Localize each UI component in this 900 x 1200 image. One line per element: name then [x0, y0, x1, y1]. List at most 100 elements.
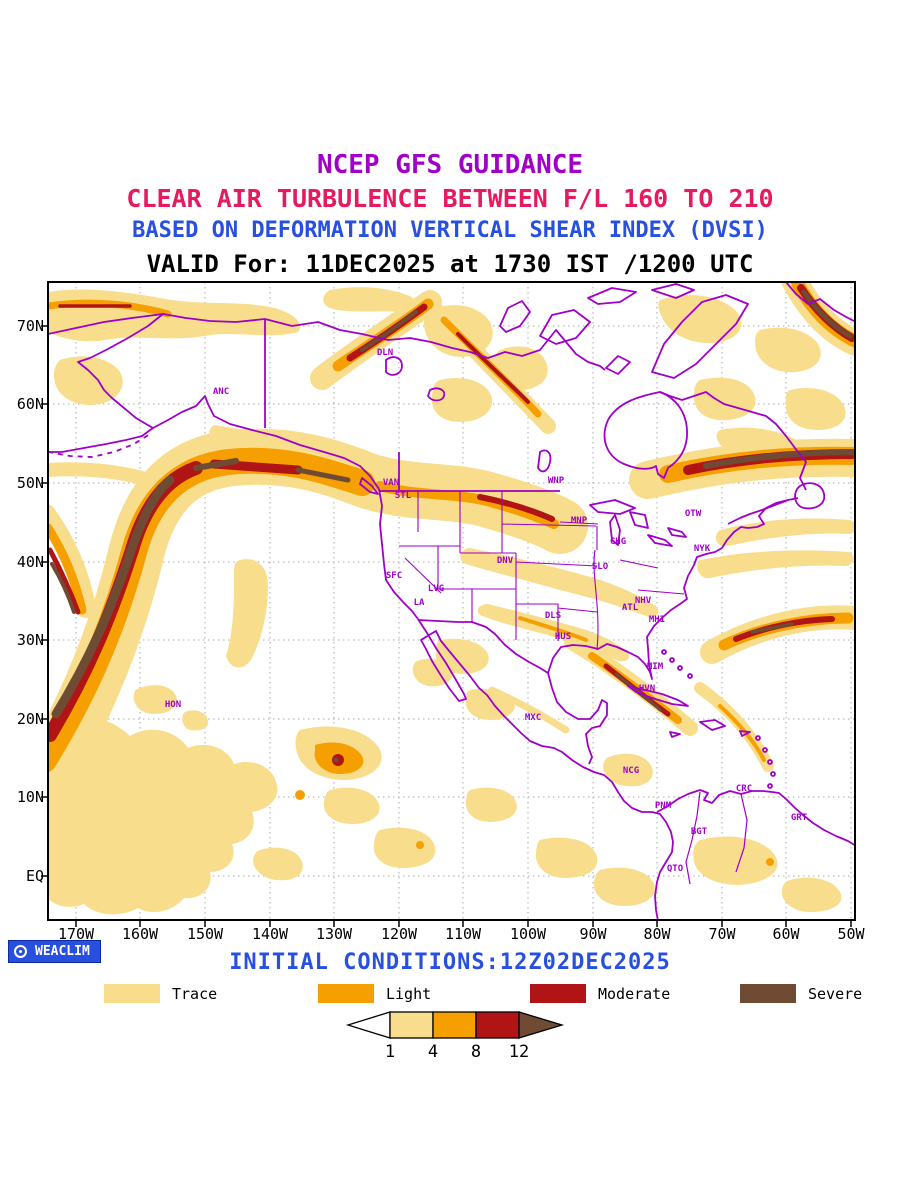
coast-labrador — [659, 391, 807, 491]
station-label-dls: DLS — [544, 611, 562, 621]
coast-south-america — [656, 789, 855, 847]
borders-south-america — [685, 791, 748, 885]
coast-yucatan — [547, 672, 608, 765]
lat-label-10n: 10N — [16, 788, 44, 806]
legend-label-light: Light — [386, 984, 432, 1003]
scale-left-arrow — [345, 1011, 391, 1039]
station-label-pnm: PNM — [654, 801, 672, 811]
station-label-mim: MIM — [646, 662, 664, 672]
lon-label-70w: 70W — [708, 925, 736, 943]
scale-tick-8: 8 — [470, 1042, 482, 1062]
title-model: NCEP GFS GUIDANCE — [316, 150, 584, 180]
lat-label-20n: 20N — [16, 710, 44, 728]
station-label-la: LA — [413, 598, 425, 608]
lon-label-130w: 130W — [315, 925, 353, 943]
weaclim-logo-text: WEACLIM — [35, 944, 90, 959]
island-dots — [661, 649, 776, 789]
weaclim-logo: WEACLIM — [8, 940, 101, 963]
coast-arctic — [48, 313, 606, 371]
lat-label-30n: 30N — [16, 631, 44, 649]
station-label-mxc: MXC — [524, 713, 542, 723]
lat-label-50n: 50N — [16, 474, 44, 492]
station-label-van: VAN — [382, 478, 400, 488]
lon-label-100w: 100W — [509, 925, 547, 943]
lat-label-40n: 40N — [16, 553, 44, 571]
title-product: CLEAR AIR TURBULENCE BETWEEN F/L 160 TO … — [126, 184, 774, 213]
station-label-sfc: SFC — [385, 571, 403, 581]
scale-seg-light — [432, 1011, 477, 1039]
legend-item-light: Light — [318, 984, 431, 1003]
initial-conditions-text: INITIAL CONDITIONS:12Z02DEC2025 — [229, 950, 671, 975]
lat-label-70n: 70N — [16, 317, 44, 335]
station-label-anc: ANC — [212, 387, 230, 397]
island-vancouver — [359, 477, 379, 495]
legend-item-trace: Trace — [104, 984, 217, 1003]
lakes-canada — [385, 356, 552, 473]
station-label-lvg: LVG — [427, 584, 445, 594]
axis-ticks — [41, 325, 852, 927]
station-label-nyk: NYK — [693, 544, 711, 554]
station-label-chg: CHG — [609, 537, 627, 547]
arctic-islands — [499, 283, 749, 379]
border-us-mexico — [417, 619, 549, 674]
scale-right-arrow — [518, 1011, 565, 1039]
scale-tick-1: 1 — [384, 1042, 396, 1062]
lon-label-110w: 110W — [444, 925, 482, 943]
scale-seg-trace — [389, 1011, 434, 1039]
state-borders — [399, 491, 685, 651]
legend-swatch-trace — [104, 984, 160, 1003]
lon-label-170w: 170W — [57, 925, 95, 943]
station-label-hvn: HVN — [638, 684, 656, 694]
turbulence-severe-fills — [333, 757, 339, 763]
title-method: BASED ON DEFORMATION VERTICAL SHEAR INDE… — [132, 218, 768, 243]
coast-alaska-west — [48, 313, 164, 453]
legend-item-severe: Severe — [740, 984, 862, 1003]
legend-swatch-moderate — [530, 984, 586, 1003]
legend-label-moderate: Moderate — [598, 984, 671, 1003]
legend-label-trace: Trace — [172, 984, 218, 1003]
coast-stlawrence — [727, 499, 789, 525]
scale-seg-moderate — [475, 1011, 520, 1039]
station-label-nhv: NHV — [634, 596, 652, 606]
lat-label-60n: 60N — [16, 395, 44, 413]
lon-label-120w: 120W — [380, 925, 418, 943]
station-label-mhi: MHI — [648, 615, 666, 625]
lon-label-60w: 60W — [772, 925, 800, 943]
station-label-qto: QTO — [666, 864, 684, 874]
station-label-mnp: MNP — [570, 516, 588, 526]
title-valid-time: VALID For: 11DEC2025 at 1730 IST /1200 U… — [146, 250, 754, 278]
lon-label-50w: 50W — [837, 925, 865, 943]
great-lakes — [589, 499, 687, 547]
station-label-hon: HON — [164, 700, 182, 710]
station-label-bgt: BGT — [690, 827, 708, 837]
lon-label-140w: 140W — [251, 925, 289, 943]
map-frame — [47, 281, 856, 921]
island-newfoundland — [794, 482, 826, 510]
station-label-slo: SLO — [591, 562, 609, 572]
lat-label-eq: EQ — [25, 867, 44, 885]
legend-label-severe: Severe — [808, 984, 863, 1003]
aleutian-islands — [48, 433, 151, 458]
coast-greenland — [785, 282, 855, 323]
legend-item-moderate: Moderate — [530, 984, 670, 1003]
legend-swatch-severe — [740, 984, 796, 1003]
station-label-ncg: NCG — [622, 766, 640, 776]
turbulence-trace-fills — [48, 287, 855, 915]
station-label-crc: CRC — [735, 784, 753, 794]
coast-west — [378, 488, 419, 620]
weaclim-logo-icon — [14, 945, 27, 958]
coastlines — [48, 282, 855, 920]
lon-label-90w: 90W — [579, 925, 607, 943]
station-label-otw: OTW — [684, 509, 702, 519]
coast-hudson-bay — [603, 391, 688, 479]
coast-gulf-alaska — [152, 395, 380, 490]
scale-tick-4: 4 — [427, 1042, 439, 1062]
station-label-wnp: WNP — [547, 476, 565, 486]
station-label-hus: HUS — [554, 632, 572, 642]
station-label-stl: STL — [394, 491, 412, 501]
coast-gulf-east — [547, 497, 799, 680]
scale-tick-12: 12 — [508, 1042, 530, 1062]
caribbean-islands — [627, 685, 751, 738]
